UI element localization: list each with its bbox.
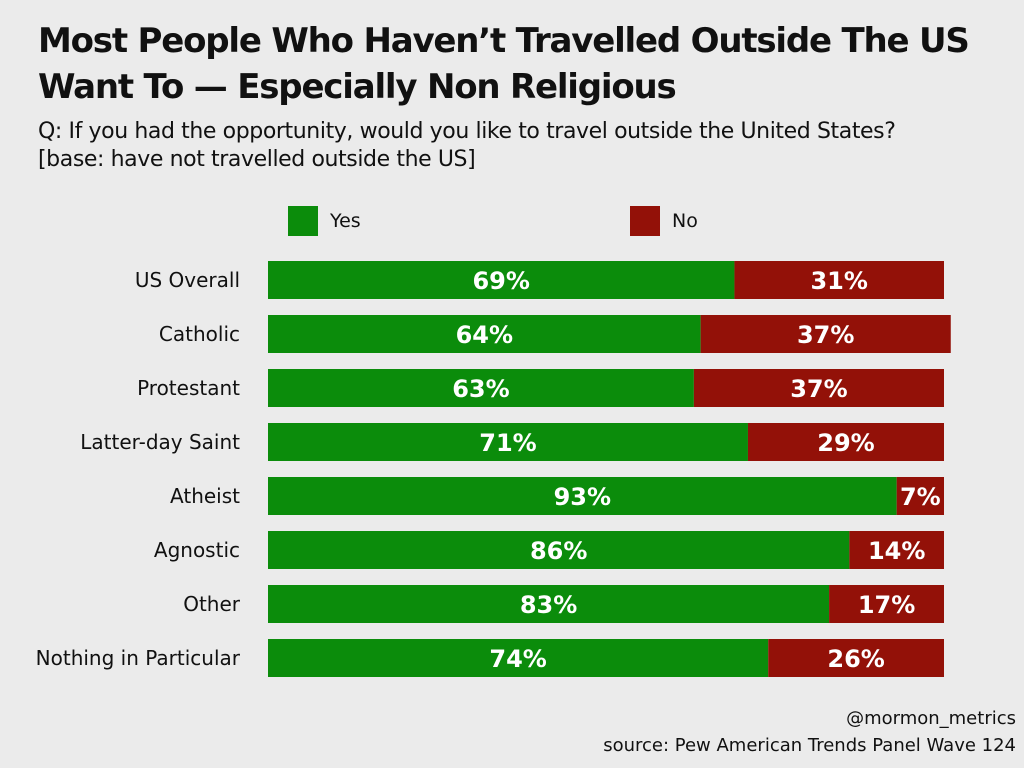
- data-label-no-catholic: 37%: [797, 321, 854, 349]
- data-label-yes-catholic: 64%: [456, 321, 513, 349]
- bar-no-us-overall: [734, 261, 944, 299]
- data-label-yes-atheist: 93%: [554, 483, 611, 511]
- bar-yes-protestant: [268, 369, 694, 407]
- bar-no-other: [829, 585, 944, 623]
- legend-no: No: [630, 206, 698, 236]
- category-label-us-overall: US Overall: [135, 268, 240, 292]
- bar-yes-atheist: [268, 477, 897, 515]
- category-label-protestant: Protestant: [137, 376, 240, 400]
- category-label-agnostic: Agnostic: [154, 538, 240, 562]
- bar-no-catholic: [700, 315, 951, 353]
- data-label-yes-us-overall: 69%: [472, 267, 529, 295]
- bar-no-agnostic: [849, 531, 944, 569]
- data-label-yes-protestant: 63%: [452, 375, 509, 403]
- data-label-yes-latter-day-saint: 71%: [479, 429, 536, 457]
- title-line-1: Most People Who Haven’t Travelled Outsid…: [38, 21, 970, 61]
- category-label-nothing-in-particular: Nothing in Particular: [36, 646, 241, 670]
- bar-yes-nothing-in-particular: [268, 639, 769, 677]
- legend-label-yes: Yes: [330, 210, 361, 232]
- bar-yes-catholic: [268, 315, 701, 353]
- category-label-latter-day-saint: Latter-day Saint: [80, 430, 240, 454]
- data-label-no-us-overall: 31%: [810, 267, 867, 295]
- category-label-atheist: Atheist: [170, 484, 240, 508]
- chart-subtitle: Q: If you had the opportunity, would you…: [38, 118, 1018, 174]
- bar-no-nothing-in-particular: [768, 639, 944, 677]
- footer-source: source: Pew American Trends Panel Wave 1…: [603, 735, 1016, 756]
- legend-label-no: No: [672, 210, 698, 232]
- data-label-yes-agnostic: 86%: [530, 537, 587, 565]
- subtitle-line-1: Q: If you had the opportunity, would you…: [38, 119, 896, 144]
- data-label-no-atheist: 7%: [900, 483, 941, 511]
- bar-yes-us-overall: [268, 261, 735, 299]
- category-label-catholic: Catholic: [159, 322, 240, 346]
- bar-no-latter-day-saint: [747, 423, 944, 461]
- data-label-no-agnostic: 14%: [868, 537, 925, 565]
- legend-swatch-yes: [288, 206, 318, 236]
- bar-no-protestant: [693, 369, 944, 407]
- bar-yes-agnostic: [268, 531, 850, 569]
- data-label-no-protestant: 37%: [790, 375, 847, 403]
- footer-handle: @mormon_metrics: [846, 708, 1016, 729]
- legend-yes: Yes: [288, 206, 361, 236]
- legend-swatch-no: [630, 206, 660, 236]
- data-label-no-latter-day-saint: 29%: [817, 429, 874, 457]
- chart-title: Most People Who Haven’t Travelled Outsid…: [38, 18, 1008, 110]
- bar-yes-latter-day-saint: [268, 423, 748, 461]
- bar-yes-other: [268, 585, 830, 623]
- data-label-no-other: 17%: [858, 591, 915, 619]
- data-label-no-nothing-in-particular: 26%: [827, 645, 884, 673]
- bar-no-atheist: [896, 477, 944, 515]
- data-label-yes-nothing-in-particular: 74%: [489, 645, 546, 673]
- title-line-2: Want To — Especially Non Religious: [38, 67, 677, 107]
- category-label-other: Other: [183, 592, 241, 616]
- data-label-yes-other: 83%: [520, 591, 577, 619]
- subtitle-line-2: [base: have not travelled outside the US…: [38, 147, 476, 172]
